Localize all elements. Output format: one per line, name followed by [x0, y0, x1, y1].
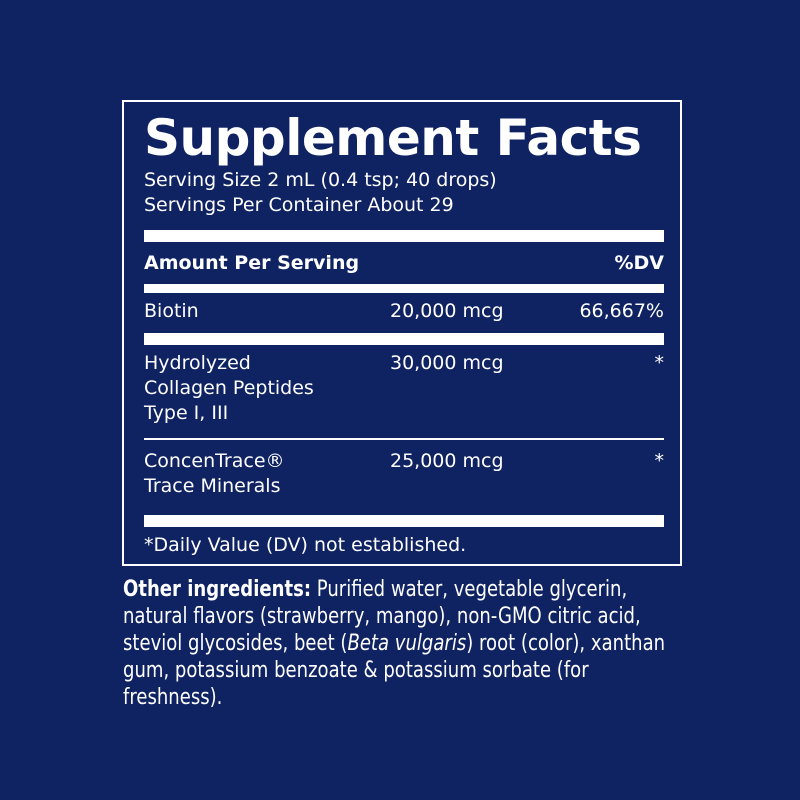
other-ingredients-label: Other ingredients:: [123, 577, 312, 602]
nutrient-name: Hydrolyzed Collagen Peptides Type I, III: [144, 352, 314, 424]
divider-thick: [144, 230, 664, 242]
supplement-facts-panel: Supplement Facts Serving Size 2 mL (0.4 …: [122, 100, 682, 566]
nutrient-name: ConcenTrace® Trace Minerals: [144, 450, 285, 497]
nutrient-dv: 66,667%: [579, 300, 664, 322]
nutrient-row-biotin: Biotin 20,000 mcg 66,667%: [144, 293, 664, 333]
divider: [144, 284, 664, 293]
nutrient-row-concentrace: ConcenTrace® Trace Minerals 25,000 mcg *: [144, 440, 664, 515]
nutrient-dv: *: [654, 450, 665, 472]
divider-thin: [144, 438, 664, 440]
nutrient-dv: *: [654, 352, 665, 374]
divider-thick: [144, 515, 664, 527]
nutrient-name: Biotin: [144, 300, 199, 322]
nutrient-amount: 20,000 mcg: [390, 300, 504, 322]
nutrient-amount: 25,000 mcg: [390, 450, 504, 472]
servings-per-container: Servings Per Container About 29: [144, 194, 454, 216]
nutrient-amount: 30,000 mcg: [390, 352, 504, 374]
column-header: Amount Per Serving %DV: [144, 242, 664, 284]
nutrient-row-collagen: Hydrolyzed Collagen Peptides Type I, III…: [144, 345, 664, 438]
panel-title: Supplement Facts: [144, 109, 642, 167]
amount-per-serving-label: Amount Per Serving: [144, 252, 360, 274]
dv-label: %DV: [614, 252, 664, 274]
divider: [144, 333, 664, 345]
footnote: *Daily Value (DV) not established.: [144, 534, 467, 556]
other-ingredients: Other ingredients: Purified water, veget…: [123, 577, 666, 710]
serving-size: Serving Size 2 mL (0.4 tsp; 40 drops): [144, 169, 497, 191]
